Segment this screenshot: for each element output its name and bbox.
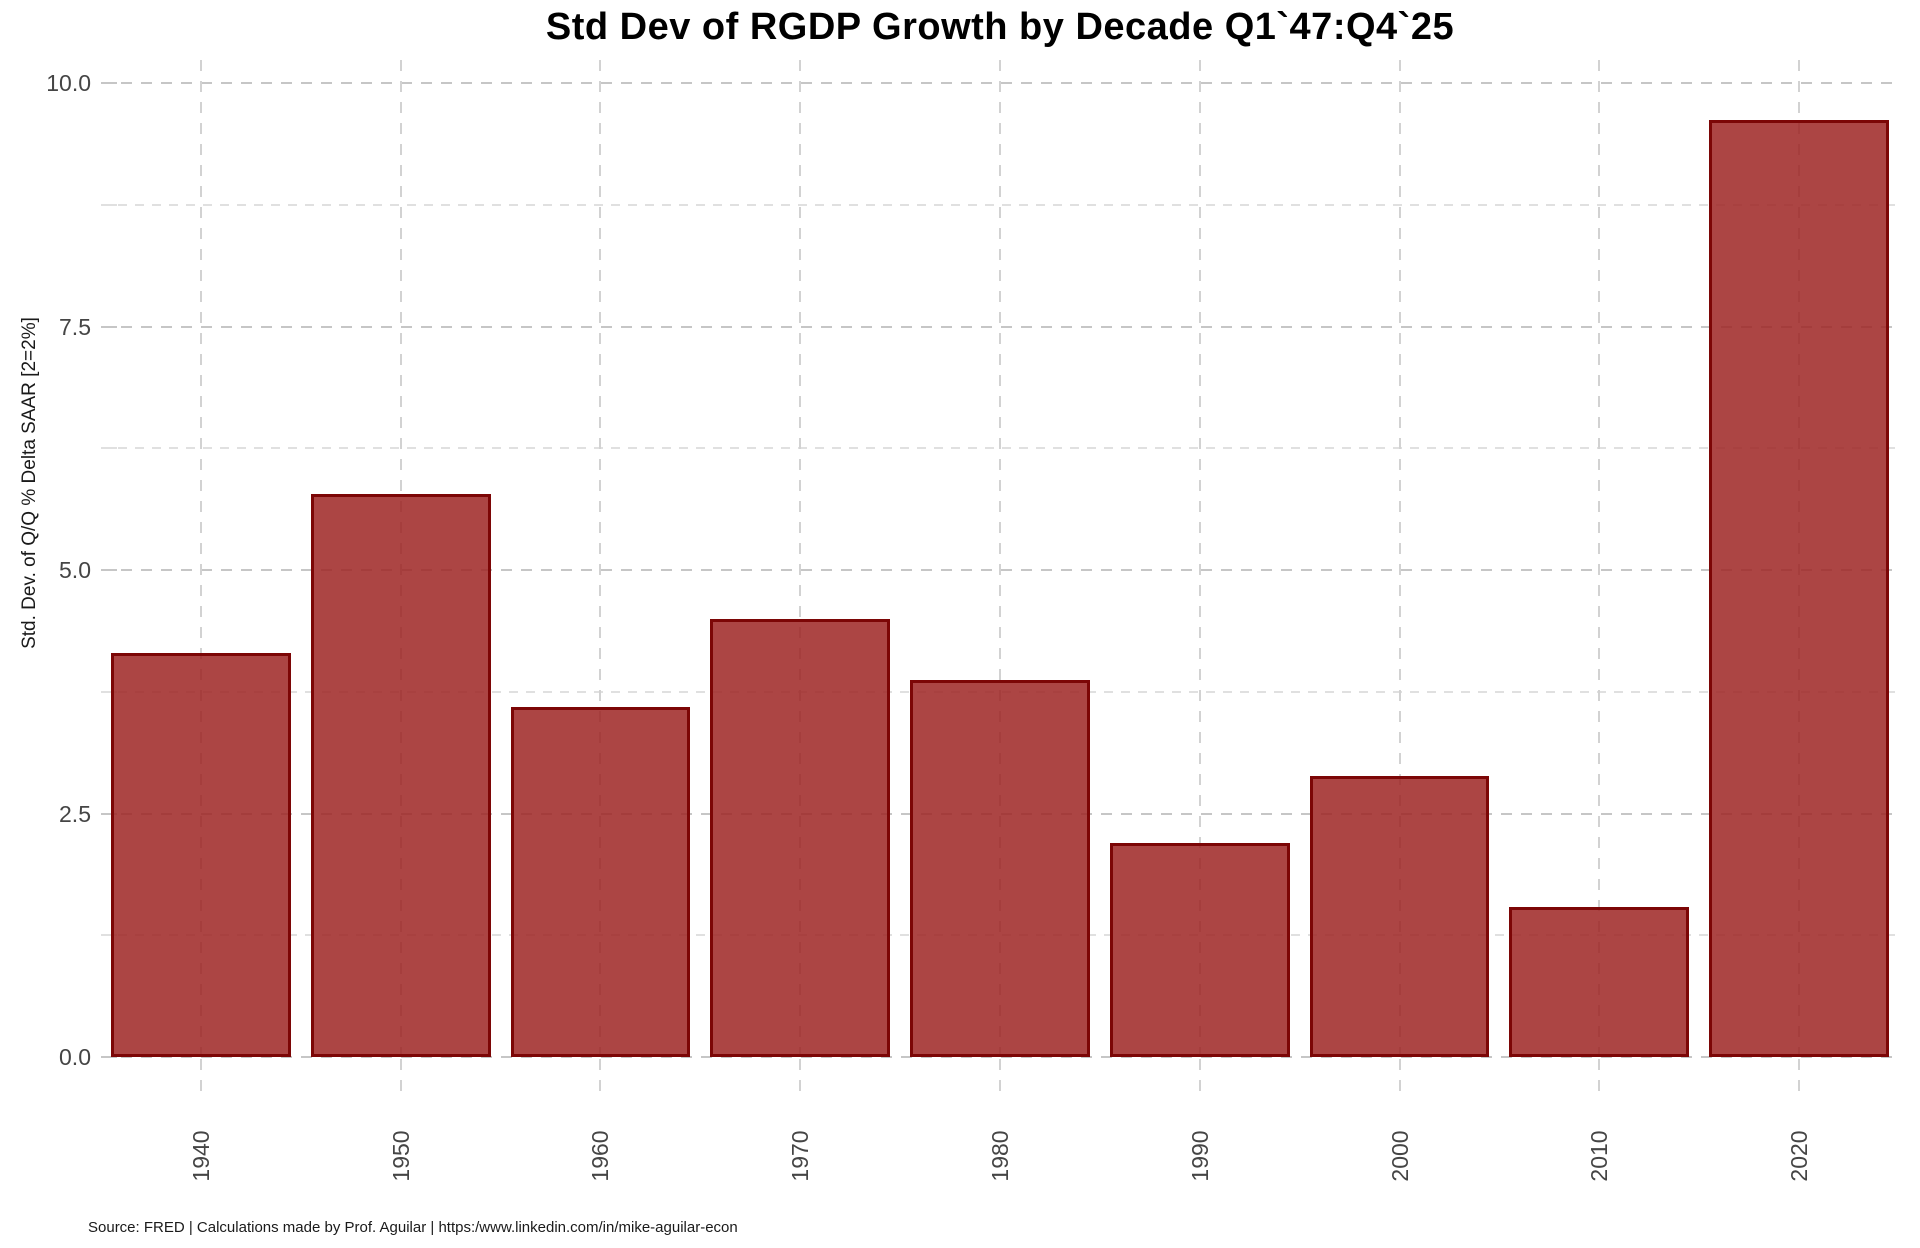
x-tick [1398,1059,1401,1099]
bar-2010 [1509,907,1690,1057]
chart-title: Std Dev of RGDP Growth by Decade Q1`47:Q… [545,6,1455,48]
bar-1980 [910,680,1090,1057]
x-tick-label: 1950 [387,1130,414,1182]
y-minor-tick [101,447,117,450]
gridline-vertical [999,60,1001,1057]
y-minor-tick [101,934,117,937]
bar-2020 [1709,120,1889,1057]
x-tick-label: 1970 [787,1130,814,1182]
bar-1990 [1109,842,1290,1057]
x-tick [799,1059,802,1099]
source-note: Source: FRED | Calculations made by Prof… [88,1219,738,1236]
x-tick [1798,1059,1801,1099]
x-tick [1198,1059,1201,1099]
y-tick-label: 5.0 [59,557,91,583]
bar-1960 [510,707,691,1057]
y-major-tick [101,812,117,815]
x-tick [1598,1059,1601,1099]
x-tick [199,1059,202,1099]
y-major-tick [101,1056,117,1058]
y-major-tick [101,569,117,571]
x-tick-label: 2000 [1386,1130,1413,1182]
x-tick-label: 1980 [987,1130,1013,1182]
bar-2000 [1309,776,1490,1057]
y-tick-label: 2.5 [59,800,91,827]
x-tick [999,1059,1001,1099]
bar-1970 [710,618,891,1057]
y-tick-label: 7.5 [59,313,91,340]
x-tick-label: 1940 [187,1130,214,1182]
gridline-vertical [1598,60,1601,1057]
x-tick-label: 2010 [1586,1130,1613,1182]
y-major-tick [101,325,117,328]
x-tick-label: 2020 [1786,1130,1813,1182]
gridline-vertical [199,60,202,1057]
gridline-vertical [799,60,802,1057]
gridline-vertical [1198,60,1201,1057]
gridline-vertical [1398,60,1401,1057]
x-tick-label: 1960 [587,1130,614,1182]
y-major-tick [101,82,117,84]
y-tick-label: 0.0 [59,1044,91,1070]
gridline-vertical [599,60,602,1057]
x-tick [399,1059,402,1099]
y-tick-label: 10.0 [46,70,91,96]
y-minor-tick [101,690,117,693]
gridline-major-horizontal [101,1056,1899,1058]
x-tick [599,1059,602,1099]
bar-1940 [110,652,291,1057]
bar-1950 [310,494,491,1057]
y-minor-tick [101,203,117,206]
x-tick-label: 1990 [1186,1130,1213,1182]
